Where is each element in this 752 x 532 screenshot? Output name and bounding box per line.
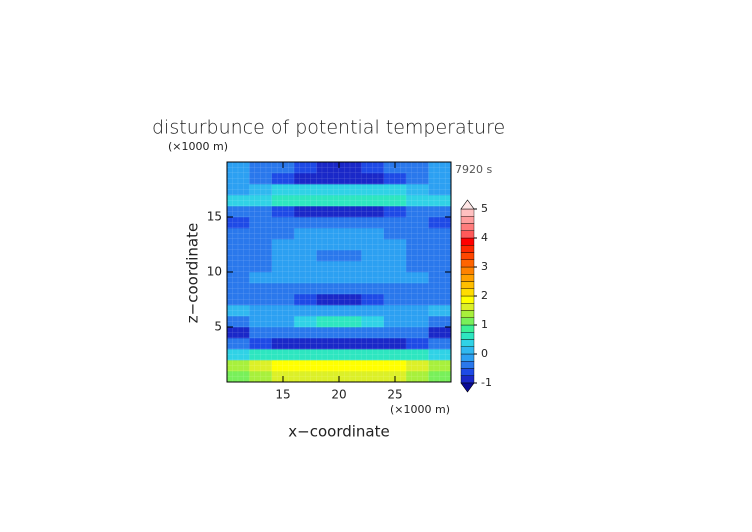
colorbar-under — [460, 382, 475, 393]
colorbar-bin — [460, 310, 475, 318]
colorbar-bin — [460, 332, 475, 340]
y-unit: (×1000 m) — [168, 140, 228, 153]
colorbar-tick-label: -1 — [481, 376, 492, 389]
colorbar-bin — [460, 230, 475, 239]
colorbar-bin — [460, 281, 475, 289]
colorbar-bin — [460, 288, 475, 297]
y-tick-label: 15 — [207, 210, 222, 224]
colorbar-bin — [460, 252, 475, 260]
y-tick-label: 5 — [214, 320, 222, 334]
colorbar-over — [460, 199, 475, 210]
x-tick-label: 15 — [275, 388, 290, 402]
colorbar-tick-label: 5 — [481, 202, 488, 215]
colorbar-tick-label: 2 — [481, 289, 488, 302]
y-tick-label: 10 — [207, 265, 222, 279]
time-label: 7920 s — [455, 163, 492, 176]
colorbar-bin — [460, 245, 475, 253]
colorbar-bin — [460, 346, 475, 355]
model-mesh — [227, 162, 451, 382]
colorbar-bin — [460, 368, 475, 376]
x-tick-label: 20 — [331, 388, 346, 402]
colorbar-bin — [460, 361, 475, 369]
colorbar-tick-label: 4 — [481, 231, 488, 244]
colorbar-bin — [460, 353, 475, 362]
colorbar-bin — [460, 216, 475, 224]
colorbar-bin — [460, 266, 475, 275]
colorbar-bin — [460, 339, 475, 347]
colorbar-bin — [460, 259, 475, 268]
colorbar-bin — [460, 223, 475, 231]
x-unit: (×1000 m) — [390, 403, 450, 416]
y-axis-label: z−coordinate — [184, 223, 202, 323]
colorbar-bin — [460, 208, 475, 217]
chart-title: disturbunce of potential temperature — [152, 117, 505, 139]
colorbar-bin — [460, 295, 475, 304]
colorbar-bin — [460, 303, 475, 311]
colorbar-tick-label: 0 — [481, 347, 488, 360]
colorbar-bin — [460, 237, 475, 246]
x-axis-label: x−coordinate — [288, 423, 389, 441]
colorbar-tick-label: 1 — [481, 318, 488, 331]
colorbar-bin — [460, 324, 475, 333]
colorbar-bin — [460, 375, 475, 384]
colorbar-tick-label: 3 — [481, 260, 488, 273]
x-tick-label: 25 — [387, 388, 402, 402]
colorbar-bin — [460, 317, 475, 326]
colorbar-bin — [460, 274, 475, 282]
